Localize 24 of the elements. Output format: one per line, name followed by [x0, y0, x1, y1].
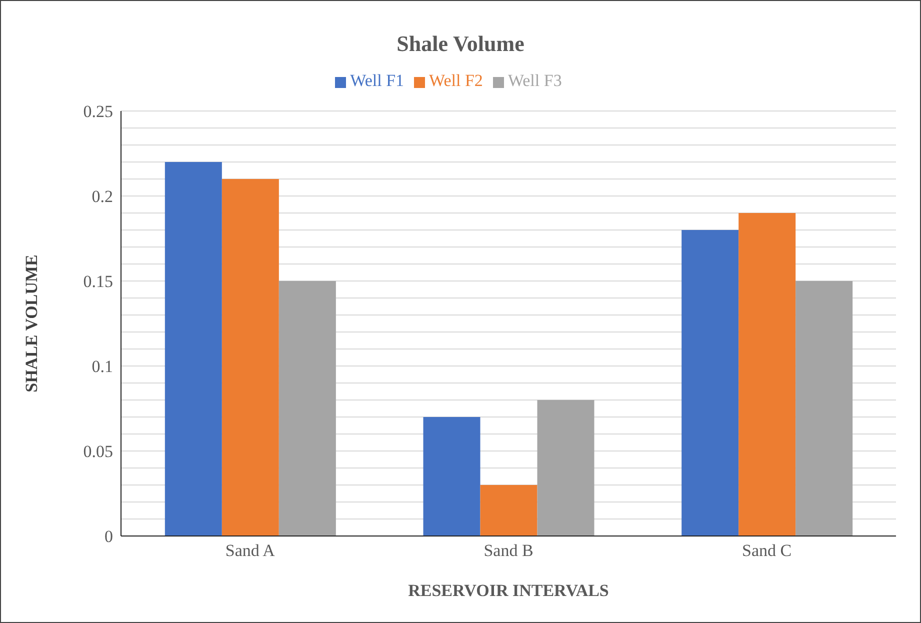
y-tick-label: 0.15 [83, 272, 113, 292]
y-tick-label: 0.25 [83, 102, 113, 122]
bar [480, 485, 538, 536]
bar [796, 281, 853, 536]
legend-label: Well F3 [508, 71, 562, 90]
bar [222, 179, 279, 536]
bar [537, 400, 594, 536]
x-tick-label: Sand C [742, 541, 792, 560]
legend-label: Well F1 [350, 71, 404, 90]
y-tick-label: 0.2 [92, 187, 113, 206]
x-axis-title: RESERVOIR INTERVALS [408, 581, 609, 600]
bar [738, 213, 796, 536]
bar [682, 230, 739, 536]
bar [423, 417, 480, 536]
y-tick-label: 0.05 [83, 442, 113, 462]
chart-title: Shale Volume [396, 31, 526, 58]
bar [164, 162, 222, 536]
y-tick-label: 0.1 [92, 357, 113, 376]
y-axis-title: SHALE VOLUME [22, 254, 42, 392]
x-tick-label: Sand B [484, 541, 534, 560]
bar [278, 281, 336, 536]
x-tick-label: Sand A [225, 541, 276, 560]
legend-label: Well F2 [429, 71, 483, 90]
y-tick-label: 0 [104, 527, 113, 546]
